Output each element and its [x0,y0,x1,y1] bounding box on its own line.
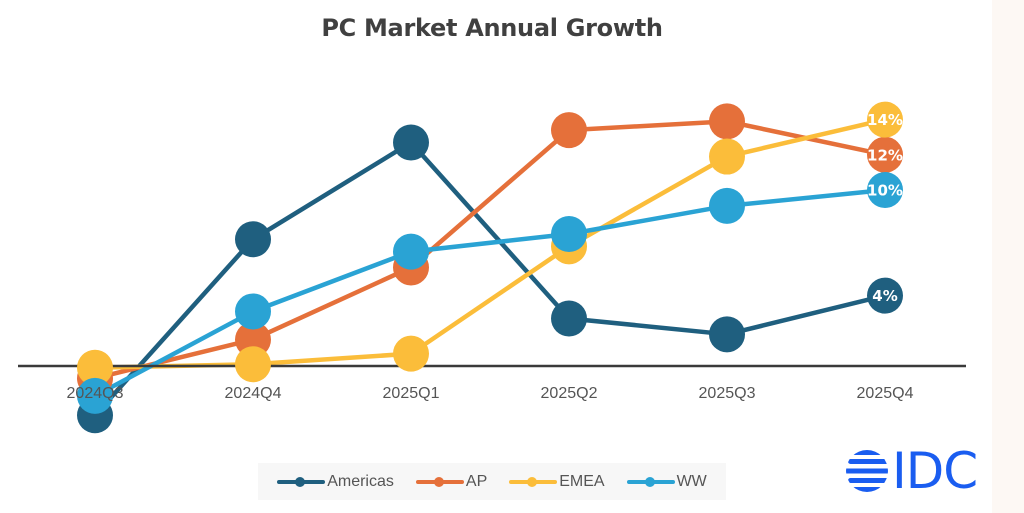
data-point-emea [77,349,113,386]
data-point-ww [867,172,903,208]
legend-label: WW [676,472,707,490]
x-tick-label: 2024Q4 [225,385,282,402]
series-line-ap [94,119,886,381]
x-tick-label: 2025Q1 [383,385,440,402]
legend-line-marker-icon [626,475,675,489]
end-label-emea: 14% [867,111,903,129]
idc-logo: IDC [842,442,978,500]
data-point-americas [867,277,903,314]
series-markers [77,101,903,434]
legend-line-marker-icon [509,475,558,489]
right-panel-background [992,0,1024,513]
series-lines [93,117,886,417]
data-point-emea [393,335,429,372]
data-point-ww [393,233,429,270]
data-point-ww [77,377,113,414]
data-point-emea [235,346,271,383]
x-tick-label: 2024Q3 [67,385,124,402]
chart-title: PC Market Annual Growth [321,14,663,42]
data-point-ww [709,187,745,224]
data-point-ap [867,136,903,173]
end-value-labels: 4% 12% 14% 10% [867,111,903,305]
data-point-ap [235,321,271,358]
data-point-emea [709,138,745,175]
end-label-ap: 12% [867,146,903,164]
data-point-americas [551,300,587,337]
end-label-americas: 4% [872,287,897,305]
line-chart: 2024Q3 2024Q4 2025Q1 2025Q2 2025Q3 2025Q4 4% 1… [18,101,966,434]
legend-item-emea: EMEA [509,472,605,491]
data-point-ww [551,216,587,252]
legend-line-marker-icon [277,475,326,489]
legend-label: AP [465,472,488,490]
legend-item-americas: Americas [277,473,394,491]
legend-item-ap: AP [415,472,488,491]
legend-item-ww: WW [626,472,707,491]
data-point-americas [709,316,745,353]
data-point-emea [867,101,903,138]
logo-text: IDC [892,442,978,500]
series-line-americas [93,140,886,417]
x-tick-label: 2025Q4 [857,385,914,402]
end-label-ww: 10% [867,182,903,200]
globe-stripes-icon [846,450,888,492]
x-axis-ticks: 2024Q3 2024Q4 2025Q1 2025Q2 2025Q3 2025Q4 [67,385,914,402]
chart-legend: Americas AP EMEA WW [258,463,726,500]
data-point-ap [551,112,587,149]
legend-line-marker-icon [415,475,464,489]
legend-label: EMEA [559,472,605,490]
data-point-ww [235,293,271,330]
data-point-ap [709,103,745,140]
data-point-americas [235,221,271,258]
data-point-americas [393,124,429,161]
legend-label: Americas [327,472,394,490]
series-line-ww [93,187,886,398]
x-tick-label: 2025Q3 [699,385,756,402]
x-tick-label: 2025Q2 [541,385,598,402]
